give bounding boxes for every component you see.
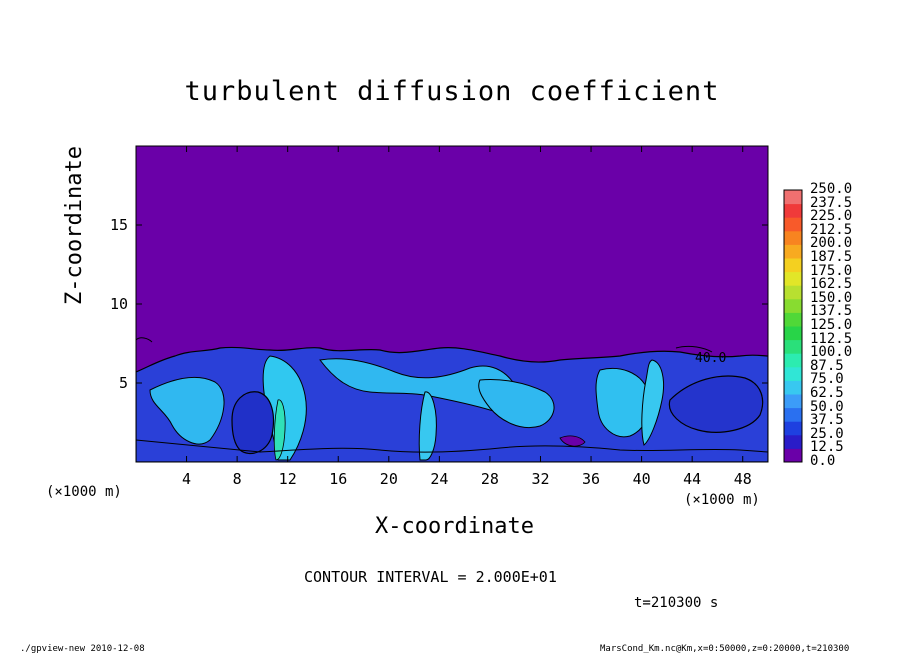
y-tick-label: 15 xyxy=(110,216,129,234)
updraft-plume-5 xyxy=(478,379,555,428)
x-tick-label: 16 xyxy=(329,470,348,488)
colorbar-label: 0.0 xyxy=(810,453,836,469)
colorbar-swatch xyxy=(784,244,802,259)
updraft-plume-2 xyxy=(262,355,307,461)
colorbar-swatch xyxy=(784,353,802,368)
colorbar-swatch xyxy=(784,258,802,273)
x-tick-label: 24 xyxy=(430,470,449,488)
x-tick-label: 32 xyxy=(531,470,550,488)
colorbar xyxy=(783,189,803,463)
colorbar-swatch xyxy=(784,271,802,286)
colorbar-swatch xyxy=(784,230,802,245)
updraft-plume-7 xyxy=(641,359,665,446)
footer-right: MarsCond_Km.nc@Km,x=0:50000,z=0:20000,t=… xyxy=(600,644,850,654)
x-unit-label: (×1000 m) xyxy=(684,492,760,508)
chart-title: turbulent diffusion coefficient xyxy=(184,76,720,107)
colorbar-swatch xyxy=(784,394,802,409)
updraft-plume-1 xyxy=(149,376,225,445)
eddy-core xyxy=(231,391,275,455)
colorbar-label: 200.0 xyxy=(810,235,853,252)
colorbar-frame xyxy=(783,189,803,463)
colorbar-label: 125.0 xyxy=(810,317,853,333)
colorbar-swatch xyxy=(784,217,802,232)
x-tick-marks xyxy=(186,146,744,462)
y-axis-label: Z-coordinate xyxy=(62,146,87,305)
colorbar-swatch xyxy=(784,312,802,327)
colorbar-label: 187.5 xyxy=(810,249,853,265)
y-tick-label: 5 xyxy=(119,374,129,392)
colorbar-swatch xyxy=(784,421,802,436)
colorbar-label: 150.0 xyxy=(810,289,853,306)
colorbar-label: 62.5 xyxy=(810,385,844,401)
x-tick-label: 20 xyxy=(379,470,398,488)
updraft-plume-6 xyxy=(595,367,651,438)
time-label: t=210300 s xyxy=(634,595,719,611)
colorbar-label: 12.5 xyxy=(810,439,844,456)
x-tick-label: 8 xyxy=(232,470,242,488)
colorbar-label: 50.0 xyxy=(810,398,844,415)
x-tick-label: 44 xyxy=(683,470,702,488)
colorbar-label: 237.5 xyxy=(810,194,853,211)
y-tick-label: 10 xyxy=(110,295,129,313)
outline-contour xyxy=(136,337,713,353)
x-tick-label: 40 xyxy=(632,470,651,488)
colorbar-swatch xyxy=(784,339,802,354)
colorbar-label: 25.0 xyxy=(810,425,844,442)
footer-left: ./gpview-new 2010-12-08 xyxy=(20,644,145,654)
colorbar-label: 37.5 xyxy=(810,412,844,429)
colorbar-label: 175.0 xyxy=(810,262,853,279)
x-tick-label: 4 xyxy=(182,470,192,488)
updraft-plume-4 xyxy=(418,391,437,461)
x-tick-label: 12 xyxy=(278,470,297,488)
x-axis-label: X-coordinate xyxy=(375,514,534,539)
colorbar-label: 75.0 xyxy=(810,371,844,388)
strong-mixing xyxy=(273,399,286,461)
colorbar-label: 100.0 xyxy=(810,344,853,361)
colorbar-label: 162.5 xyxy=(810,276,853,293)
colorbar-label: 250.0 xyxy=(810,181,853,197)
colorbar-swatch xyxy=(784,380,802,395)
colorbar-swatch xyxy=(784,366,802,381)
colorbar-label: 137.5 xyxy=(810,303,853,320)
x-tick-label: 36 xyxy=(582,470,601,488)
x-tick-label: 28 xyxy=(480,470,499,488)
colorbar-swatch xyxy=(784,298,802,313)
low-layer xyxy=(136,439,768,453)
colorbar-label: 87.5 xyxy=(810,357,844,374)
purple-patch xyxy=(559,435,586,447)
colorbar-swatch xyxy=(784,434,802,449)
eddy-core-2 xyxy=(668,375,764,433)
colorbar-label: 225.0 xyxy=(810,208,853,225)
contour-label: 40.0 xyxy=(695,351,726,366)
y-unit-label: (×1000 m) xyxy=(46,484,122,500)
colorbar-swatch xyxy=(784,407,802,422)
x-tick-label: 48 xyxy=(733,470,752,488)
contour-interval-text: CONTOUR INTERVAL = 2.000E+01 xyxy=(304,568,557,586)
y-tick-marks xyxy=(136,224,768,384)
colorbar-swatch xyxy=(784,326,802,341)
colorbar-swatch xyxy=(784,190,802,205)
colorbar-label: 212.5 xyxy=(810,221,853,238)
turbulence-field xyxy=(136,337,768,462)
colorbar-swatch xyxy=(784,203,802,218)
colorbar-swatch xyxy=(784,448,802,463)
colorbar-swatch xyxy=(784,285,802,300)
colorbar-label: 112.5 xyxy=(810,330,853,347)
